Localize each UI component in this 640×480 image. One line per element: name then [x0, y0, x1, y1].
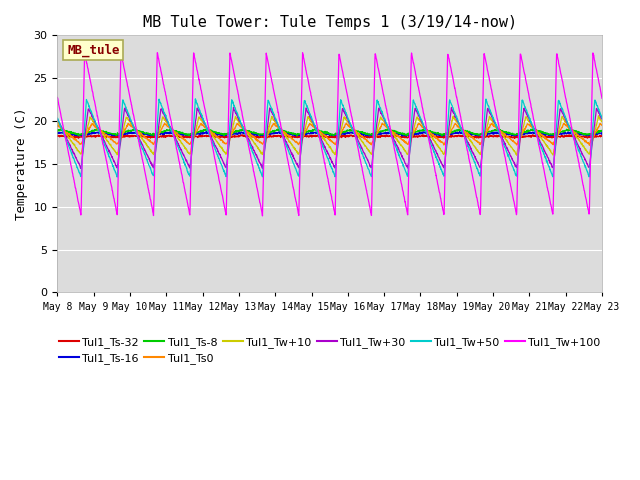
Tul1_Ts-8 [598, 128, 606, 133]
Text: MB_tule: MB_tule [67, 43, 120, 57]
Tul1_Ts-8 [488, 128, 496, 134]
Tul1_Ts-8 [550, 131, 558, 137]
Tul1_Tw+100 [259, 213, 266, 219]
Line: Tul1_Tw+50: Tul1_Tw+50 [58, 99, 602, 177]
Tul1_Tw+30 [358, 144, 365, 150]
Tul1_Tw+10 [595, 113, 602, 119]
Legend: Tul1_Ts-32, Tul1_Ts-16, Tul1_Ts-8, Tul1_Ts0, Tul1_Tw+10, Tul1_Tw+30, Tul1_Tw+50,: Tul1_Ts-32, Tul1_Ts-16, Tul1_Ts-8, Tul1_… [59, 336, 601, 364]
Tul1_Ts-16 [202, 129, 210, 134]
Tul1_Tw+100 [54, 95, 61, 100]
Line: Tul1_Ts0: Tul1_Ts0 [58, 123, 602, 145]
Tul1_Ts-8 [358, 129, 365, 135]
Tul1_Ts-16 [358, 131, 365, 137]
Tul1_Ts-32 [75, 135, 83, 141]
Tul1_Ts-8 [346, 127, 353, 133]
Tul1_Tw+30 [566, 125, 573, 131]
Tul1_Ts-16 [488, 130, 496, 135]
Line: Tul1_Tw+30: Tul1_Tw+30 [58, 108, 602, 168]
Tul1_Ts-32 [488, 133, 496, 139]
Tul1_Ts-32 [54, 133, 61, 139]
Tul1_Ts-32 [358, 133, 365, 139]
Line: Tul1_Tw+100: Tul1_Tw+100 [58, 52, 602, 216]
Tul1_Tw+50 [346, 120, 353, 125]
Tul1_Ts0 [54, 123, 61, 129]
Tul1_Ts-16 [346, 130, 353, 136]
Tul1_Tw+50 [566, 124, 573, 130]
Tul1_Tw+10 [346, 121, 353, 127]
Tul1_Ts0 [358, 133, 365, 139]
Tul1_Tw+10 [205, 128, 213, 134]
Tul1_Tw+10 [54, 120, 61, 125]
Line: Tul1_Ts-16: Tul1_Ts-16 [58, 132, 602, 136]
Title: MB Tule Tower: Tule Temps 1 (3/19/14-now): MB Tule Tower: Tule Temps 1 (3/19/14-now… [143, 15, 516, 30]
Tul1_Ts-8 [205, 128, 213, 133]
Tul1_Tw+30 [77, 166, 84, 171]
Line: Tul1_Ts-32: Tul1_Ts-32 [58, 135, 602, 138]
Tul1_Ts-32 [566, 132, 573, 138]
Tul1_Tw+100 [566, 113, 573, 119]
Tul1_Tw+10 [357, 137, 365, 143]
Tul1_Ts0 [205, 128, 213, 133]
Tul1_Ts-16 [598, 130, 606, 135]
Tul1_Tw+50 [598, 115, 606, 121]
Tul1_Tw+100 [550, 152, 558, 158]
Tul1_Ts0 [586, 143, 593, 148]
Tul1_Ts-8 [420, 126, 428, 132]
Line: Tul1_Tw+10: Tul1_Tw+10 [58, 116, 602, 155]
Tul1_Tw+10 [565, 123, 573, 129]
Tul1_Tw+50 [191, 96, 199, 102]
Tul1_Tw+50 [206, 132, 214, 138]
Tul1_Ts0 [598, 122, 606, 128]
Tul1_Tw+10 [598, 119, 606, 124]
Tul1_Tw+100 [346, 105, 353, 110]
Tul1_Ts-8 [54, 129, 61, 134]
Tul1_Ts0 [161, 120, 168, 126]
Tul1_Ts-32 [205, 132, 213, 138]
Tul1_Tw+100 [205, 129, 213, 134]
Tul1_Tw+10 [513, 152, 520, 158]
Tul1_Tw+100 [81, 49, 88, 55]
Tul1_Tw+30 [346, 120, 353, 126]
Tul1_Ts-16 [566, 130, 573, 136]
Tul1_Ts-32 [346, 132, 353, 138]
Tul1_Ts-32 [598, 133, 606, 139]
Tul1_Tw+50 [54, 115, 61, 121]
Line: Tul1_Ts-8: Tul1_Ts-8 [58, 129, 602, 136]
Tul1_Ts-32 [529, 132, 537, 138]
Tul1_Tw+30 [230, 105, 237, 110]
Tul1_Ts-16 [54, 130, 61, 136]
Tul1_Ts-8 [566, 127, 573, 132]
Tul1_Ts-16 [550, 132, 558, 137]
Tul1_Tw+30 [550, 155, 558, 160]
Tul1_Tw+100 [598, 96, 606, 101]
Tul1_Tw+50 [488, 113, 496, 119]
Tul1_Ts-8 [293, 133, 301, 139]
Tul1_Tw+100 [358, 164, 365, 169]
Tul1_Tw+30 [488, 114, 496, 120]
Tul1_Tw+10 [550, 146, 558, 152]
Tul1_Tw+30 [598, 116, 606, 122]
Tul1_Ts-16 [398, 133, 406, 139]
Tul1_Tw+50 [550, 155, 558, 160]
Tul1_Tw+50 [358, 149, 365, 155]
Y-axis label: Temperature (C): Temperature (C) [15, 108, 28, 220]
Tul1_Ts0 [550, 139, 558, 144]
Tul1_Ts0 [565, 126, 573, 132]
Tul1_Ts0 [346, 124, 353, 130]
Tul1_Tw+10 [488, 117, 495, 123]
Tul1_Tw+30 [205, 131, 213, 136]
Tul1_Tw+30 [54, 117, 61, 122]
Tul1_Tw+50 [113, 174, 121, 180]
Tul1_Tw+100 [488, 91, 496, 96]
Tul1_Ts-32 [550, 133, 558, 139]
Tul1_Ts-16 [205, 131, 213, 136]
Tul1_Ts0 [488, 121, 496, 127]
